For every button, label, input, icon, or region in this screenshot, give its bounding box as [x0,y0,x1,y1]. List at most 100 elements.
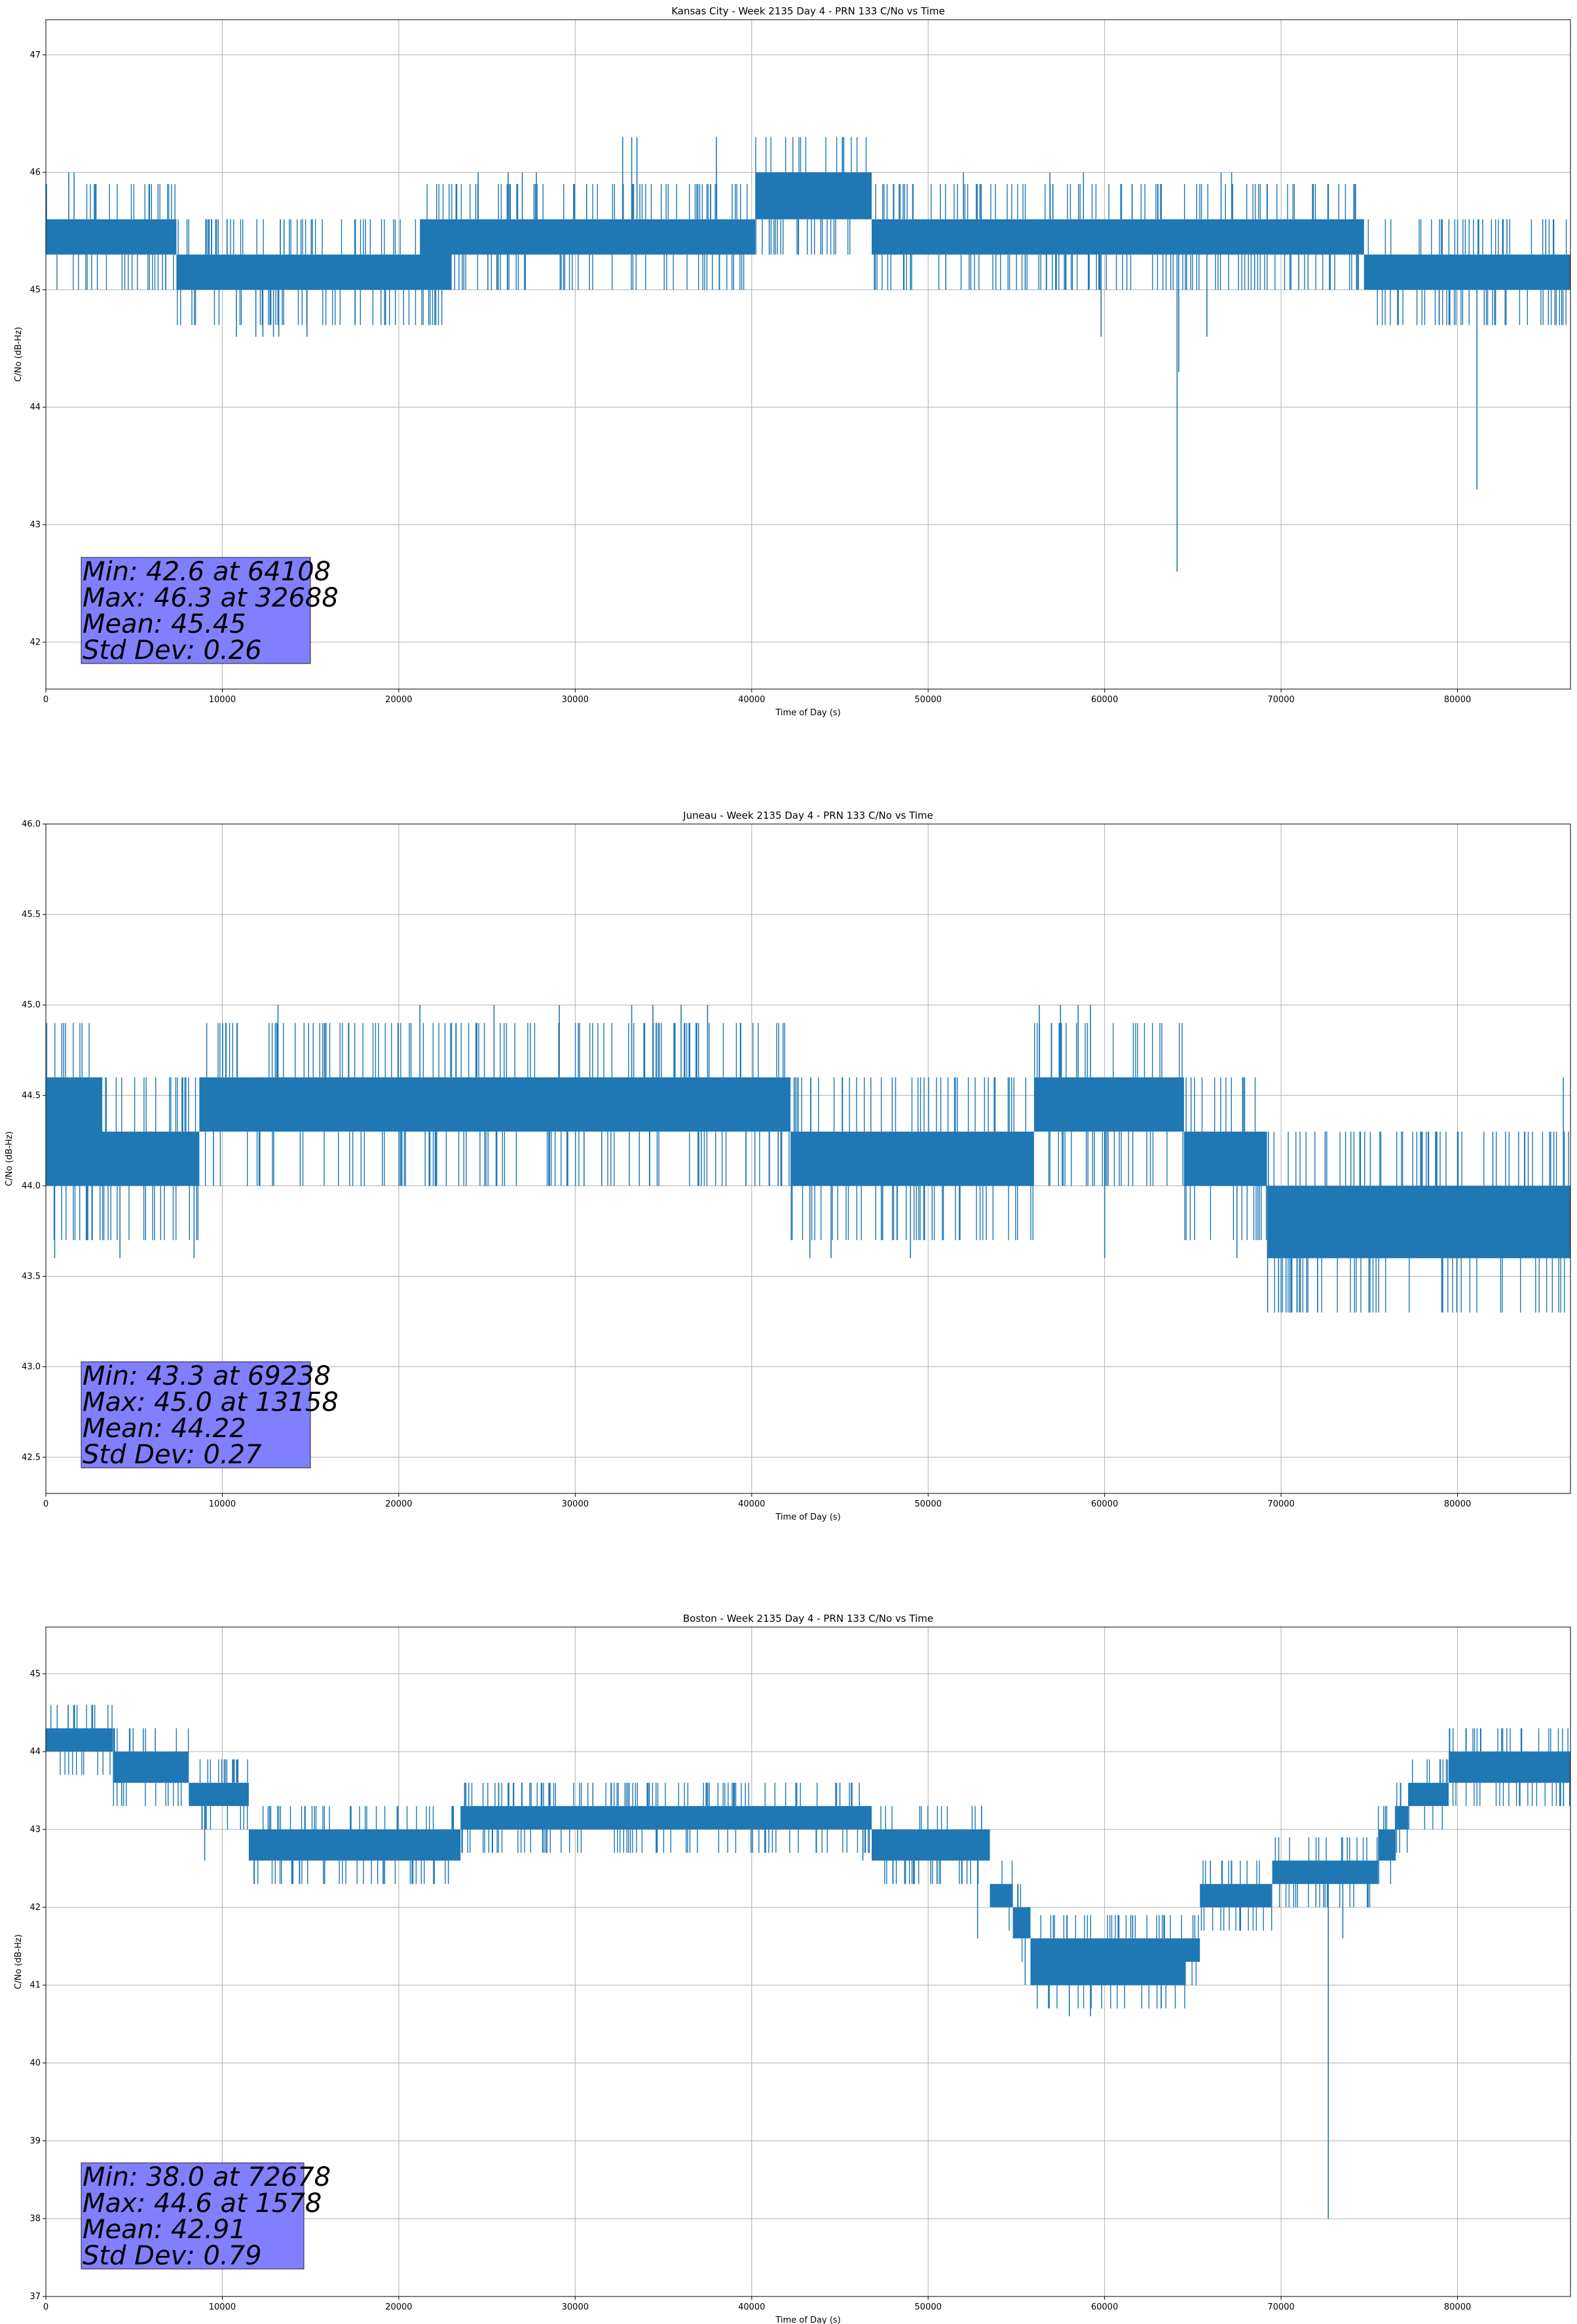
x-tick-label: 20000 [385,2302,412,2312]
axes-frame [45,1626,1571,2297]
y-tick-label: 43 [29,520,41,530]
chart-title: Boston - Week 2135 Day 4 - PRN 133 C/No … [683,1613,933,1624]
stats-box: Min: 42.6 at 64108 Max: 46.3 at 32688 Me… [81,557,339,665]
x-tick-label: 10000 [209,1499,236,1509]
y-tick-label: 46 [29,168,41,178]
x-axis-ticks: 0 10000 20000 30000 40000 50000 60000 70000 8000… [43,1493,1471,1509]
y-tick-label: 45.5 [22,910,41,920]
series-noise [50,1704,1570,2009]
stats-std-dev: Std Dev: 0.79 [83,2241,262,2271]
y-tick-label: 44 [29,403,41,413]
stats-max: Max: 46.3 at 32688 [83,583,339,613]
y-tick-label: 37 [29,2292,41,2302]
y-tick-label: 40 [29,2058,41,2068]
x-tick-label: 70000 [1267,2302,1294,2312]
y-tick-label: 43.5 [22,1272,41,1282]
x-tick-label: 80000 [1444,1499,1471,1509]
y-tick-label: 44.5 [22,1091,41,1100]
x-tick-label: 10000 [209,695,236,705]
y-tick-label: 43.0 [22,1362,41,1372]
x-tick-label: 50000 [915,695,942,705]
y-tick-label: 43 [29,1825,41,1835]
chart-juneau: Juneau - Week 2135 Day 4 - PRN 133 C/No … [5,810,1571,1522]
x-tick-label: 60000 [1091,695,1118,705]
stats-std-dev: Std Dev: 0.26 [83,635,262,665]
stats-max: Max: 44.6 at 1578 [83,2188,322,2219]
stats-min: Min: 38.0 at 72678 [83,2162,331,2192]
x-tick-label: 10000 [209,2302,236,2312]
x-tick-label: 30000 [562,2302,589,2312]
y-tick-label: 45 [29,1669,41,1679]
stats-std-dev: Std Dev: 0.27 [83,1440,262,1470]
chart-kansas-city: Kansas City - Week 2135 Day 4 - PRN 133 … [14,5,1571,718]
stats-mean: Mean: 44.22 [83,1414,246,1444]
x-axis-label: Time of Day (s) [775,2315,840,2324]
series-band [46,1077,1570,1258]
y-tick-label: 41 [29,1981,41,1991]
y-tick-label: 47 [29,50,41,60]
y-axis-label: C/No (dB-Hz) [14,1934,24,1989]
x-axis-label: Time of Day (s) [775,1512,840,1522]
x-tick-label: 70000 [1267,1499,1294,1509]
stats-box-background [81,557,311,664]
x-tick-label: 0 [43,695,48,705]
x-tick-label: 30000 [562,695,589,705]
stats-box-background [81,2162,305,2270]
x-tick-label: 0 [43,2302,48,2312]
x-tick-label: 60000 [1091,2302,1118,2312]
plot-area [46,1005,1570,1313]
stats-box-background [81,1361,311,1469]
y-tick-label: 46.0 [22,819,41,829]
stats-max: Max: 45.0 at 13158 [83,1387,339,1417]
y-tick-label: 42 [29,1903,41,1913]
x-axis-ticks: 0 10000 20000 30000 40000 50000 60000 70000 8000… [43,689,1471,705]
chart-title: Juneau - Week 2135 Day 4 - PRN 133 C/No … [682,810,933,821]
x-tick-label: 0 [43,1499,48,1509]
series-band [46,172,1570,290]
stats-box: Min: 38.0 at 72678 Max: 44.6 at 1578 Mea… [81,2162,331,2271]
x-tick-label: 80000 [1444,695,1471,705]
y-tick-label: 42.5 [22,1453,41,1463]
x-tick-label: 80000 [1444,2302,1471,2312]
stats-box: Min: 43.3 at 69238 Max: 45.0 at 13158 Me… [81,1361,339,1470]
plot-area [46,137,1570,572]
stats-min: Min: 42.6 at 64108 [83,557,331,587]
y-axis-ticks: 42.5 43.0 43.5 44.0 44.5 45.0 45.5 46.0 [22,819,46,1463]
x-tick-label: 40000 [738,695,765,705]
y-axis-ticks: 42 43 44 45 46 47 [29,50,46,647]
x-tick-label: 60000 [1091,1499,1118,1509]
x-tick-label: 20000 [385,1499,412,1509]
x-axis-label: Time of Day (s) [775,708,840,718]
series-noise [46,1022,1569,1313]
y-tick-label: 39 [29,2136,41,2146]
series-band [46,1728,1570,1985]
y-tick-label: 45.0 [22,1000,41,1010]
y-axis-label: C/No (dB-Hz) [5,1131,14,1186]
chart-boston: Boston - Week 2135 Day 4 - PRN 133 C/No … [14,1613,1571,2324]
y-axis-label: C/No (dB-Hz) [14,327,24,382]
y-tick-label: 38 [29,2214,41,2224]
y-tick-label: 44 [29,1747,41,1757]
stats-min: Min: 43.3 at 69238 [83,1361,331,1391]
x-tick-label: 50000 [915,1499,942,1509]
x-tick-label: 40000 [738,2302,765,2312]
x-axis-ticks: 0 10000 20000 30000 40000 50000 60000 70000 8000… [43,2296,1471,2312]
y-tick-label: 44.0 [22,1181,41,1191]
chart-title: Kansas City - Week 2135 Day 4 - PRN 133 … [671,5,945,17]
y-tick-label: 42 [29,637,41,647]
x-tick-label: 20000 [385,695,412,705]
x-tick-label: 40000 [738,1499,765,1509]
x-tick-label: 70000 [1267,695,1294,705]
axes-frame [45,19,1571,690]
x-tick-label: 50000 [915,2302,942,2312]
stats-mean: Mean: 42.91 [83,2215,246,2245]
axes-frame [45,823,1571,1494]
series-noise [46,137,1567,326]
y-tick-label: 45 [29,285,41,295]
stats-mean: Mean: 45.45 [83,609,246,639]
y-axis-ticks: 37 38 39 40 41 42 43 44 45 [29,1669,46,2302]
x-tick-label: 30000 [562,1499,589,1509]
plot-area [46,1704,1570,2219]
